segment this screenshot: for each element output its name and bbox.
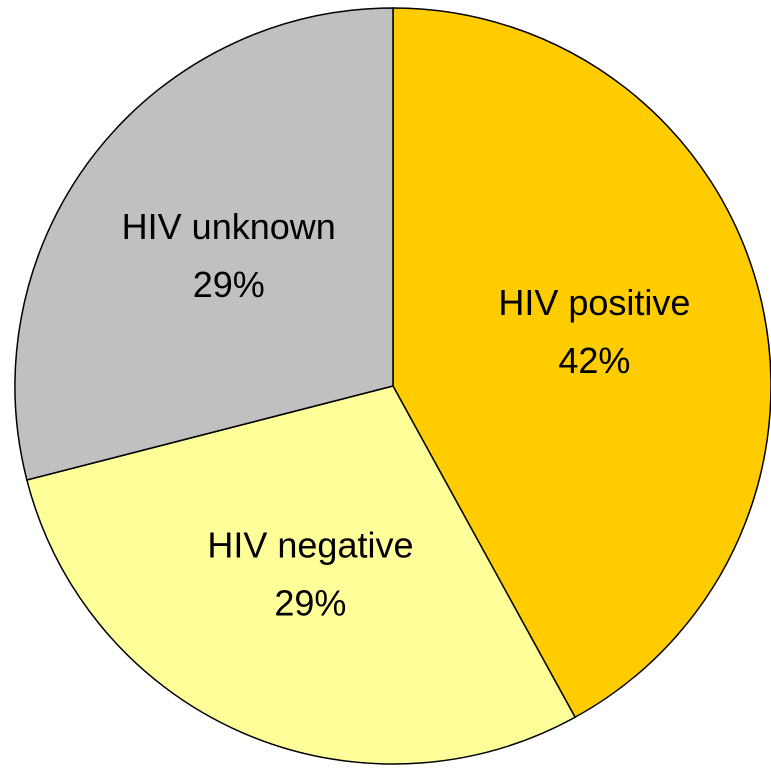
pie-slice	[14, 7, 394, 481]
pie-slice	[25, 385, 577, 765]
slice-label: HIV positive	[498, 282, 690, 323]
slice-label: HIV negative	[207, 524, 413, 565]
slice-value-label: 42%	[558, 340, 630, 381]
slice-label: HIV unknown	[122, 206, 336, 247]
slice-value-label: 29%	[193, 264, 265, 305]
pie-slice	[392, 7, 771, 719]
slice-value-label: 29%	[274, 582, 346, 623]
